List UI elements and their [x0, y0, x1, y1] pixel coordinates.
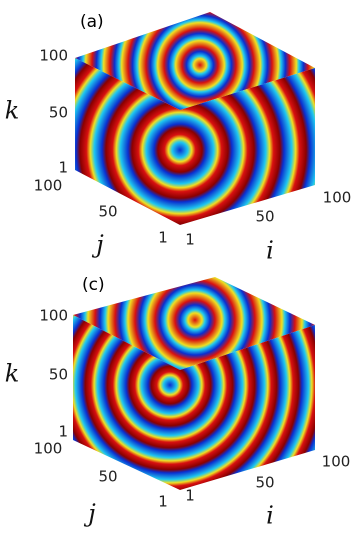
- tick-label: 50: [98, 468, 117, 486]
- panel-label: (a): [80, 12, 104, 32]
- tick-label: 1: [58, 159, 68, 177]
- tick-label: 100: [34, 440, 63, 458]
- cube-c: [73, 277, 315, 490]
- tick-label: 50: [49, 104, 68, 122]
- right-face: [180, 325, 315, 490]
- tick-label: 100: [34, 177, 63, 195]
- tick-label: 100: [322, 453, 351, 471]
- right-face: [180, 68, 315, 225]
- axis-label: j: [83, 500, 96, 528]
- tick-label: 1: [158, 493, 168, 511]
- tick-label: 50: [255, 474, 274, 492]
- tick-label: 1: [185, 487, 195, 505]
- tick-label: 1: [185, 231, 195, 249]
- panel-label: (c): [82, 275, 105, 295]
- axis-label: k: [5, 97, 20, 125]
- axis-label: j: [91, 231, 104, 259]
- tick-label: 100: [39, 47, 68, 65]
- axis-label: i: [266, 502, 274, 530]
- left-face: [73, 315, 180, 490]
- cube-a: [75, 12, 315, 225]
- tick-label: 1: [158, 229, 168, 247]
- top-face: [73, 277, 315, 370]
- left-face: [75, 58, 180, 225]
- axis-label: i: [266, 237, 274, 265]
- tick-label: 50: [98, 203, 117, 221]
- tick-label: 100: [323, 189, 352, 207]
- tick-label: 1: [58, 423, 68, 441]
- tick-label: 100: [39, 307, 68, 325]
- tick-label: 50: [49, 366, 68, 384]
- axis-label: k: [5, 360, 20, 388]
- tick-label: 50: [255, 208, 274, 226]
- top-face: [75, 12, 315, 110]
